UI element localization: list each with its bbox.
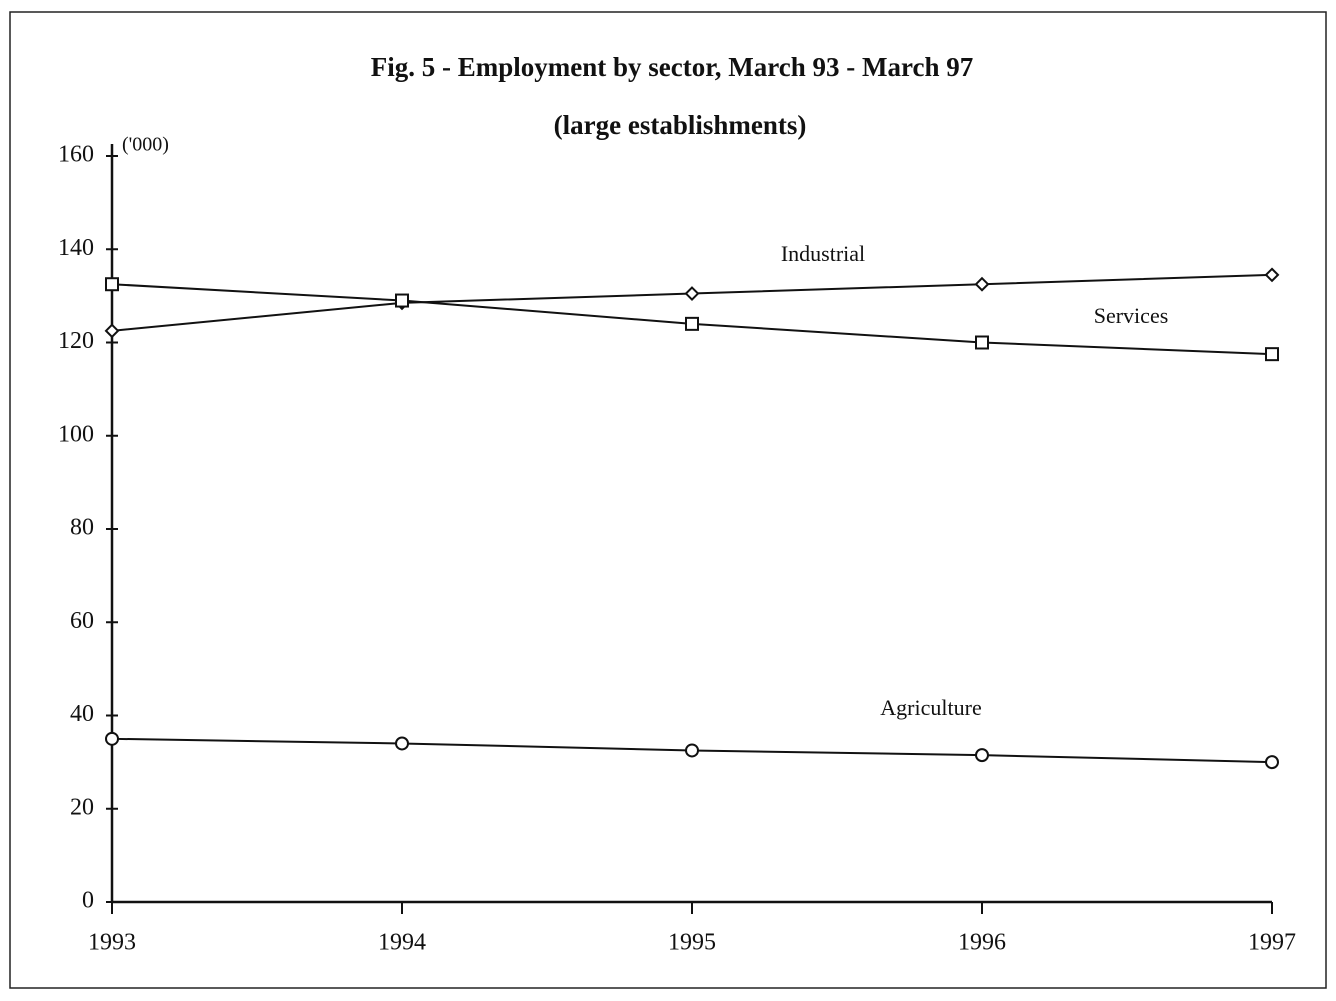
marker [395,736,409,751]
y-tick-label: 80 [70,515,94,541]
marker [685,743,699,758]
series-label: Agriculture [880,695,981,720]
marker [105,731,119,746]
marker [974,276,990,292]
x-tick-label: 1993 [88,930,136,956]
x-tick-label: 1995 [668,930,716,956]
frame [9,11,1327,989]
y-tick-label: 100 [58,421,94,447]
x-tick-label: 1994 [378,930,426,956]
marker [975,335,989,350]
marker [395,293,409,308]
marker [105,277,119,292]
marker [684,286,700,301]
y-tick-label: 120 [58,328,94,354]
marker [1264,267,1280,283]
x-tick-label: 1997 [1248,930,1296,956]
y-tick-label: 0 [82,888,94,914]
marker [1265,755,1279,770]
y-tick-label: 140 [58,235,94,261]
y-axis-label: ('000) [122,134,169,156]
y-tick-label: 60 [70,608,94,634]
chart-title: Fig. 5 - Employment by sector, March 93 … [371,52,973,82]
y-tick-label: 40 [70,701,94,727]
marker [104,323,120,339]
y-tick-label: 20 [70,794,94,820]
y-tick-label: 160 [58,142,94,168]
series-label: Services [1094,303,1169,328]
series-label: Industrial [781,241,865,266]
x-tick-label: 1996 [958,930,1006,956]
marker [975,748,989,763]
chart-subtitle: (large establishments) [554,110,807,140]
marker [1265,347,1279,362]
marker [685,316,699,331]
